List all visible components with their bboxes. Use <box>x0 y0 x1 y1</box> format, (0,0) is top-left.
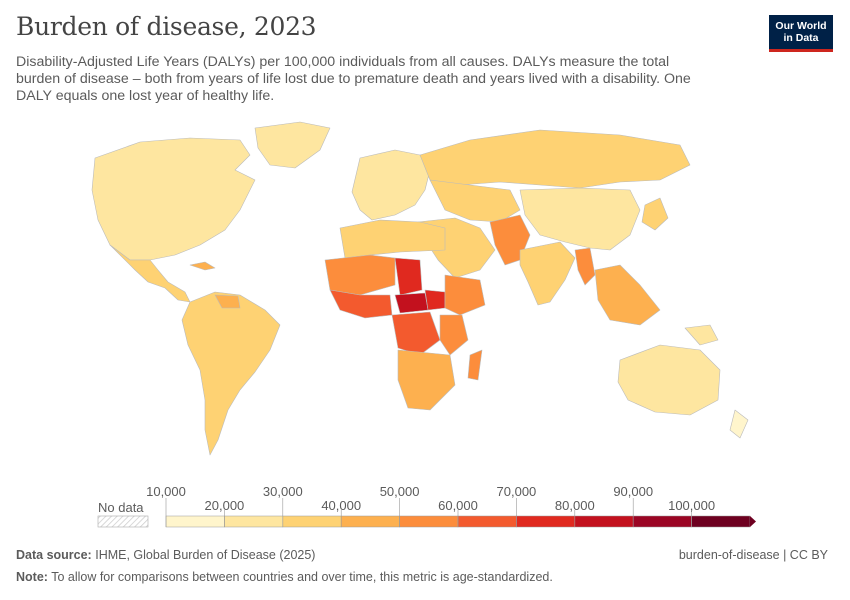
legend-tick-label: 50,000 <box>380 484 420 499</box>
legend-bin[interactable] <box>282 515 342 528</box>
chart-subtitle: Disability-Adjusted Life Years (DALYs) p… <box>16 54 691 104</box>
owid-logo[interactable]: Our World in Data <box>769 15 833 52</box>
note-label: Note: <box>16 570 48 584</box>
legend-tick-label: 100,000 <box>668 498 715 513</box>
region-central-asia[interactable] <box>429 179 521 223</box>
legend-tick-label: 80,000 <box>555 498 595 513</box>
region-europe[interactable] <box>351 149 431 221</box>
world-map[interactable] <box>0 110 850 475</box>
region-india[interactable] <box>519 241 576 306</box>
region-myanmar[interactable] <box>574 247 596 286</box>
legend-bin[interactable] <box>224 515 284 528</box>
legend-bin[interactable] <box>340 515 400 528</box>
legend-bin[interactable] <box>516 515 576 528</box>
region-horn-of-africa[interactable] <box>444 274 486 316</box>
legend-bin[interactable] <box>399 515 459 528</box>
legend-tick-label: 20,000 <box>205 498 245 513</box>
legend-bin[interactable] <box>691 515 751 528</box>
region-papua-new-guinea[interactable] <box>684 324 719 346</box>
region-congo-basin[interactable] <box>391 311 441 356</box>
legend-tick-label: 40,000 <box>321 498 361 513</box>
legend-bin[interactable] <box>574 515 634 528</box>
no-data-swatch <box>97 515 149 528</box>
legend-bin[interactable] <box>165 515 225 528</box>
note-text: To allow for comparisons between countri… <box>51 570 553 584</box>
region-north-america[interactable] <box>91 137 256 261</box>
source-label: Data source: <box>16 548 92 562</box>
color-legend: 10,000 20,000 30,000 40,000 50,000 60,000 70,0… <box>0 480 850 530</box>
legend-tick-label: 10,000 <box>146 484 186 499</box>
region-north-africa[interactable] <box>339 219 446 259</box>
region-southeast-asia[interactable] <box>594 264 661 326</box>
region-madagascar[interactable] <box>467 349 483 381</box>
region-guyana[interactable] <box>214 294 241 309</box>
legend-tick-label: 70,000 <box>497 484 537 499</box>
legend-bin[interactable] <box>632 515 692 528</box>
region-greenland[interactable] <box>254 121 331 169</box>
note: Note: To allow for comparisons between c… <box>16 570 553 584</box>
legend-scale: 10,000 20,000 30,000 40,000 50,000 60,000 70,0… <box>97 484 756 528</box>
chart-slug-license[interactable]: burden-of-disease | CC BY <box>678 548 828 562</box>
data-source: Data source: IHME, Global Burden of Dise… <box>16 548 315 562</box>
region-australia[interactable] <box>617 344 721 416</box>
region-south-sudan[interactable] <box>424 289 446 311</box>
region-china[interactable] <box>519 187 641 251</box>
source-text[interactable]: IHME, Global Burden of Disease (2025) <box>95 548 316 562</box>
region-japan-korea[interactable] <box>641 197 669 231</box>
region-south-america[interactable] <box>181 291 281 456</box>
region-russia[interactable] <box>419 129 691 189</box>
region-mexico-central-america[interactable] <box>109 244 191 303</box>
region-southern-africa[interactable] <box>397 349 456 411</box>
legend-tick-label: 30,000 <box>263 484 303 499</box>
legend-arrow <box>750 516 756 527</box>
region-chad[interactable] <box>394 257 423 296</box>
legend-tick-label: 60,000 <box>438 498 478 513</box>
logo-line-1: Our World <box>775 20 827 32</box>
chart-title: Burden of disease, 2023 <box>16 12 317 41</box>
legend-tick-label: 90,000 <box>613 484 653 499</box>
region-central-african-republic[interactable] <box>394 292 429 314</box>
region-caribbean[interactable] <box>189 261 216 271</box>
region-new-zealand[interactable] <box>729 409 749 439</box>
region-sahel[interactable] <box>324 254 396 296</box>
region-east-africa[interactable] <box>439 314 469 356</box>
legend-bin[interactable] <box>457 515 517 528</box>
logo-line-2: in Data <box>783 31 819 44</box>
no-data-label: No data <box>98 500 144 515</box>
